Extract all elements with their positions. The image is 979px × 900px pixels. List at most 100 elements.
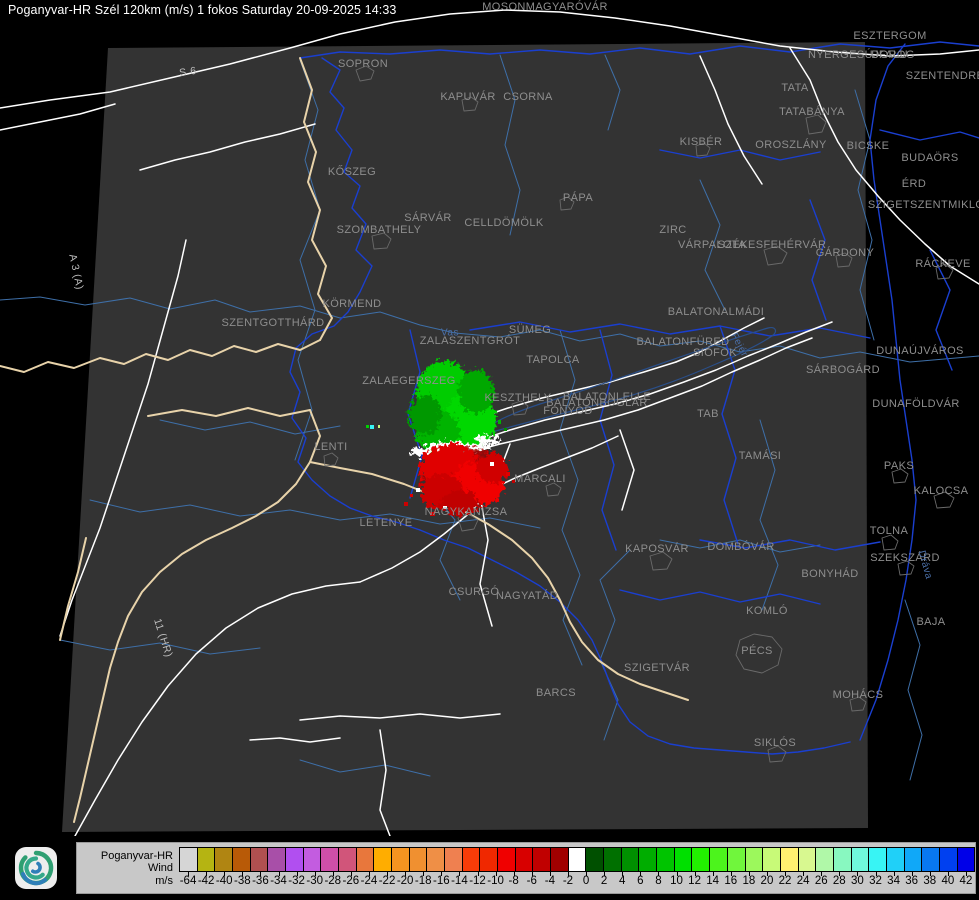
colorbar-swatch[interactable] (462, 848, 481, 871)
colorbar-tick-label: -14 (451, 875, 468, 887)
colorbar-swatch[interactable] (533, 848, 552, 871)
map-vector-layer (0, 9, 979, 836)
colorbar-tick-mark (513, 872, 515, 876)
colorbar-swatch[interactable] (780, 848, 799, 871)
colorbar-swatch[interactable] (939, 848, 958, 871)
colorbar-tick-mark (893, 872, 895, 876)
colorbar-tick-mark (405, 872, 407, 876)
colorbar-tick-mark (821, 872, 823, 876)
legend-title-block: Poganyvar-HR Wind m/s (77, 843, 179, 893)
colorbar-swatch[interactable] (710, 848, 728, 871)
colorbar-tick-label: 24 (796, 875, 810, 887)
colorbar-tick-label: 16 (724, 875, 738, 887)
colorbar-swatch[interactable] (356, 848, 375, 871)
highway-network (0, 57, 689, 823)
colorbar-tick-mark (911, 872, 913, 876)
colorbar-swatch[interactable] (268, 848, 287, 871)
colorbar-swatch[interactable] (339, 848, 357, 871)
colorbar-tick-label: -18 (414, 875, 432, 887)
colorbar-swatch[interactable] (957, 848, 976, 871)
colorbar-swatch[interactable] (745, 848, 764, 871)
colorbar-tick-mark (242, 872, 244, 876)
colorbar-swatch[interactable] (904, 848, 923, 871)
colorbar-tick-label: 38 (923, 875, 937, 887)
page-title: Poganyvar-HR Szél 120km (m/s) 1 fokos Sa… (8, 3, 397, 17)
colorbar-tick-label: 32 (869, 875, 882, 887)
colorbar-swatch[interactable] (392, 848, 410, 871)
colorbar-tick-mark (965, 872, 967, 876)
road-network (0, 9, 979, 836)
colorbar-swatch[interactable] (197, 848, 216, 871)
colorbar-tick-label: -6 (526, 875, 537, 887)
colorbar-tick-mark (604, 872, 606, 876)
colorbar-swatch[interactable] (180, 848, 198, 871)
colorbar-tick-mark (459, 872, 461, 876)
colorbar-swatch[interactable] (763, 848, 781, 871)
colorbar-swatch[interactable] (886, 848, 905, 871)
colorbar-swatch[interactable] (674, 848, 693, 871)
colorbar-tick-mark (350, 872, 352, 876)
colorbar-tick-label: -12 (469, 875, 486, 887)
colorbar-tick-label: 40 (941, 875, 955, 887)
colorbar-swatch[interactable] (869, 848, 887, 871)
colorbar-tick-label: -22 (378, 875, 396, 887)
colorbar-swatches[interactable] (179, 847, 976, 872)
colorbar-swatch[interactable] (727, 848, 746, 871)
colorbar-tick-mark (748, 872, 750, 876)
colorbar-swatch[interactable] (922, 848, 940, 871)
administrative-borders (289, 41, 979, 755)
colorbar-tick-label: 20 (760, 875, 774, 887)
colorbar-swatch[interactable] (621, 848, 640, 871)
spiral-swirl-logo[interactable] (14, 846, 58, 890)
colorbar-swatch[interactable] (303, 848, 322, 871)
legend-scale-block: -64 -42 -40 -38 -36 -34 -32 -30 -28 -26 -24 -22 -20-… (179, 843, 976, 893)
radar-map-canvas[interactable]: SOPRON KAPUVÁR CSORNA MOSONMAGYARÓVÁR KŐSZEG… (0, 0, 979, 836)
colorbar-swatch[interactable] (321, 848, 340, 871)
colorbar-swatch[interactable] (586, 848, 605, 871)
colorbar-swatch[interactable] (498, 848, 516, 871)
colorbar-swatch[interactable] (851, 848, 870, 871)
colorbar-tick-label: -40 (215, 875, 233, 887)
colorbar-tick-label: 8 (655, 875, 662, 887)
colorbar-tick-label: 10 (670, 875, 683, 887)
colorbar-swatch[interactable] (427, 848, 446, 871)
colorbar-tick-label: 12 (688, 875, 701, 887)
colorbar-tick-mark (368, 872, 370, 876)
colorbar-swatch[interactable] (551, 848, 569, 871)
colorbar-swatch[interactable] (515, 848, 534, 871)
colorbar-tick-label: -38 (234, 875, 251, 887)
colorbar-tick-mark (387, 872, 389, 876)
colorbar-tick-label: 22 (778, 875, 792, 887)
colorbar-tick-mark (260, 872, 262, 876)
colorbar-swatch[interactable] (816, 848, 834, 871)
colorbar-tick-mark (188, 872, 190, 876)
colorbar-tick-mark (477, 872, 479, 876)
colorbar-tick-mark (206, 872, 208, 876)
colorbar-swatch[interactable] (833, 848, 852, 871)
colorbar-swatch[interactable] (657, 848, 675, 871)
colorbar-swatch[interactable] (250, 848, 269, 871)
city-outlines (323, 65, 955, 763)
colorbar-swatch[interactable] (445, 848, 463, 871)
colorbar-legend-panel: Poganyvar-HR Wind m/s -64 -42 -40 -38 -36 -34… (76, 842, 976, 894)
colorbar-swatch[interactable] (233, 848, 251, 871)
colorbar-swatch[interactable] (798, 848, 817, 871)
colorbar-ticks: -64 -42 -40 -38 -36 -34 -32 -30 -28 -26 -24 -22 -20-… (179, 872, 975, 892)
radar-echo-layer (366, 361, 515, 516)
colorbar-tick-mark (314, 872, 316, 876)
colorbar-tick-label: 36 (905, 875, 919, 887)
colorbar-swatch[interactable] (409, 848, 428, 871)
colorbar-swatch[interactable] (692, 848, 711, 871)
colorbar-swatch[interactable] (480, 848, 499, 871)
colorbar-swatch[interactable] (604, 848, 622, 871)
colorbar-tick-label: -2 (562, 875, 574, 887)
colorbar-swatch[interactable] (215, 848, 234, 871)
colorbar-tick-label: -32 (288, 875, 305, 887)
colorbar-swatch[interactable] (286, 848, 304, 871)
colorbar-tick-label: 14 (706, 875, 720, 887)
colorbar-swatch[interactable] (568, 848, 587, 871)
colorbar-swatch[interactable] (639, 848, 658, 871)
colorbar-tick-mark (495, 872, 497, 876)
colorbar-swatch[interactable] (374, 848, 393, 871)
colorbar-tick-mark (278, 872, 280, 876)
